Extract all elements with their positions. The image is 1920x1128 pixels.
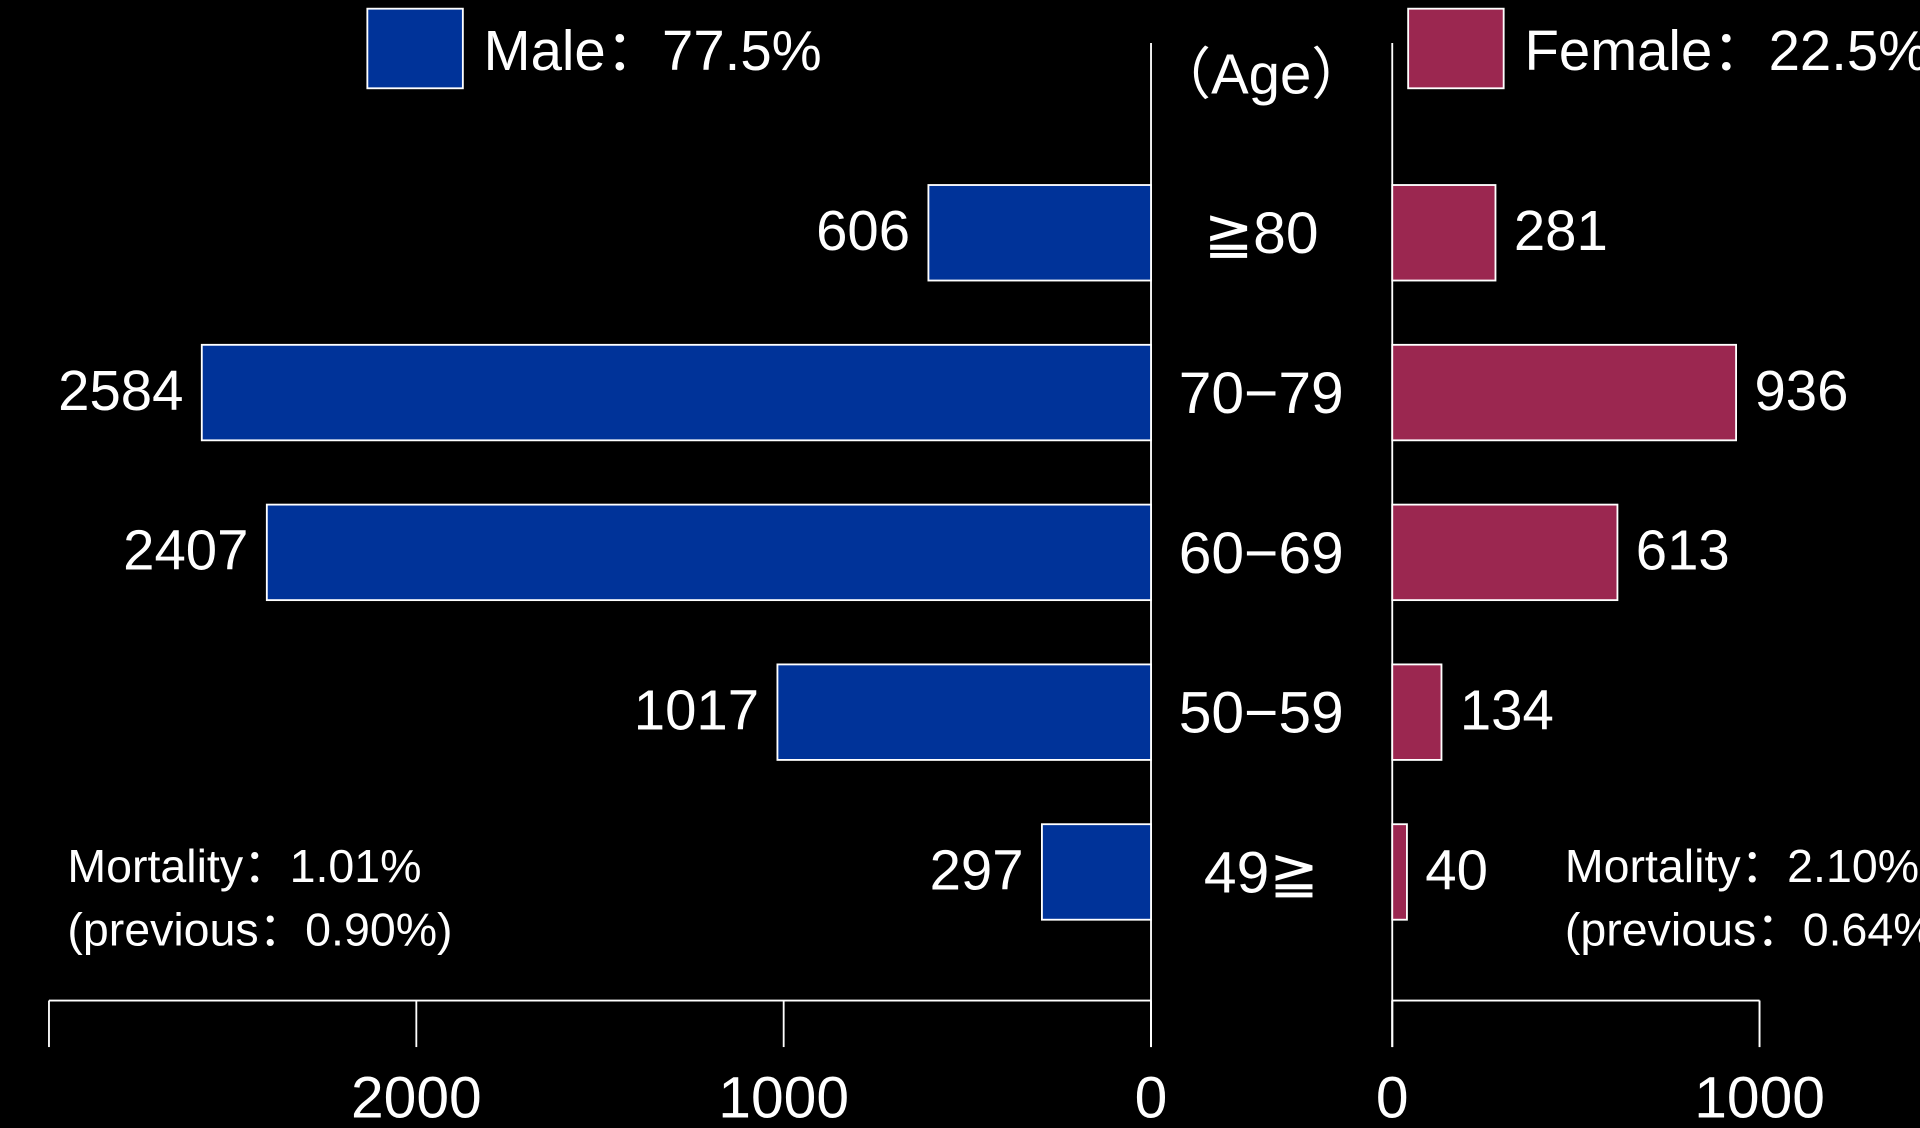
category-label: 70−79	[1179, 361, 1344, 426]
bar	[265, 503, 1152, 602]
legend-label: Male：77.5%	[484, 19, 822, 82]
x-tick-label: 2000	[351, 1066, 482, 1128]
bar	[1391, 184, 1497, 282]
bar	[200, 343, 1152, 442]
value-label: 2407	[123, 519, 248, 582]
value-label: 134	[1460, 678, 1554, 741]
annotation: Mortality：2.10%	[1565, 840, 1919, 892]
bar	[776, 663, 1152, 761]
x-tick-label: 1000	[718, 1066, 849, 1128]
bar	[927, 184, 1152, 282]
category-label: 50−59	[1179, 681, 1344, 746]
bar	[1041, 823, 1152, 921]
bar	[1391, 503, 1619, 602]
value-label: 1017	[634, 678, 759, 741]
value-label: 40	[1425, 838, 1488, 901]
value-label: 606	[816, 199, 910, 262]
bar	[1391, 823, 1408, 921]
bar	[1391, 343, 1737, 442]
category-label: 60−69	[1179, 521, 1344, 586]
annotation: (previous：0.64%)	[1565, 903, 1920, 955]
category-label: ≧80	[1204, 201, 1319, 266]
legend-swatch	[1407, 7, 1505, 90]
x-tick-label: 1000	[1694, 1066, 1825, 1128]
annotation: (previous：0.90%)	[67, 903, 452, 955]
value-label: 613	[1636, 519, 1730, 582]
y-axis-label: （Age）	[1155, 42, 1368, 105]
bar	[1391, 663, 1443, 761]
category-label: 49≧	[1204, 840, 1319, 905]
x-tick-label: 0	[1376, 1066, 1409, 1128]
legend-label: Female：22.5%	[1524, 19, 1920, 82]
legend-swatch	[366, 7, 464, 90]
value-label: 297	[930, 838, 1024, 901]
value-label: 936	[1754, 359, 1848, 422]
value-label: 2584	[58, 359, 183, 422]
value-label: 281	[1514, 199, 1608, 262]
x-tick-label: 0	[1135, 1066, 1168, 1128]
annotation: Mortality：1.01%	[67, 840, 421, 892]
